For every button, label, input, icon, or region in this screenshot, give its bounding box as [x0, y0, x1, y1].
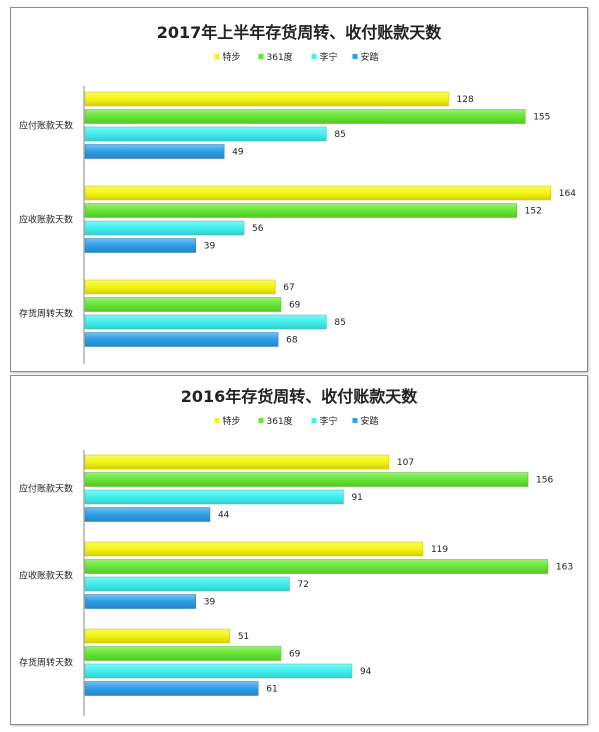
data-label: 119 — [431, 545, 448, 555]
bar — [84, 220, 245, 236]
legend-swatch — [352, 418, 358, 423]
bar-group: 应付账款天数 107 156 91 44 — [19, 454, 553, 522]
legend-item: 李宁 — [311, 415, 338, 427]
data-label: 152 — [525, 207, 542, 217]
legend-label: 361度 — [267, 51, 293, 63]
legend: 特步 361度 李宁 安踏 — [214, 51, 379, 63]
legend-swatch — [214, 418, 220, 423]
bar — [84, 628, 231, 644]
bar — [84, 185, 552, 201]
bar — [84, 663, 353, 679]
data-label: 85 — [334, 318, 345, 328]
legend-item: 安踏 — [352, 415, 379, 427]
legend-swatch — [311, 54, 317, 59]
data-label: 56 — [252, 224, 264, 234]
bar-group: 应收账款天数 119 163 72 39 — [19, 541, 573, 609]
legend-swatch — [258, 54, 264, 59]
bar — [84, 314, 327, 330]
legend-swatch — [311, 418, 317, 423]
bar — [84, 594, 197, 609]
legend-label: 安踏 — [361, 415, 379, 427]
bar-group: 应收账款天数 164 152 56 39 — [19, 185, 576, 253]
data-label: 69 — [289, 301, 301, 311]
data-label: 128 — [457, 95, 474, 105]
category-label: 应收账款天数 — [19, 213, 73, 225]
bar — [84, 238, 197, 253]
data-label: 61 — [266, 685, 277, 695]
data-label: 39 — [204, 598, 216, 608]
legend-label: 李宁 — [320, 415, 338, 427]
data-label: 156 — [536, 476, 553, 486]
data-label: 39 — [204, 242, 216, 252]
bar-group: 存货周转天数 67 69 85 68 — [19, 279, 346, 347]
legend-label: 特步 — [223, 415, 241, 427]
chart-panel-2016: 2016年存货周转、收付账款天数 特步 361度 李宁 安踏应付账款天数 107 156 9… — [10, 375, 588, 725]
bar — [84, 332, 279, 347]
bar — [84, 126, 327, 142]
bar — [84, 507, 211, 522]
category-label: 应付账款天数 — [19, 482, 73, 494]
bar — [84, 541, 424, 557]
legend-swatch — [214, 54, 220, 59]
legend-item: 361度 — [258, 51, 293, 63]
bar — [84, 489, 344, 505]
chart-title: 2017年上半年存货周转、收付账款天数 — [157, 23, 443, 42]
data-label: 69 — [289, 650, 301, 660]
bar — [84, 472, 529, 487]
data-label: 44 — [218, 511, 230, 521]
chart-title: 2016年存货周转、收付账款天数 — [181, 387, 419, 406]
legend-label: 361度 — [267, 415, 293, 427]
data-label: 85 — [334, 130, 345, 140]
category-label: 存货周转天数 — [19, 307, 73, 319]
data-label: 164 — [559, 189, 576, 199]
bar — [84, 109, 526, 124]
data-label: 155 — [533, 113, 550, 123]
data-label: 49 — [232, 148, 244, 158]
legend-item: 安踏 — [352, 51, 379, 63]
data-label: 51 — [238, 632, 249, 642]
bar — [84, 559, 549, 574]
bar — [84, 297, 282, 312]
data-label: 67 — [283, 283, 294, 293]
category-label: 存货周转天数 — [19, 656, 73, 668]
legend-swatch — [352, 54, 358, 59]
bar — [84, 454, 390, 470]
bar — [84, 576, 290, 592]
bar-group: 存货周转天数 51 69 94 61 — [19, 628, 372, 696]
bar-group: 应付账款天数 128 155 85 49 — [19, 91, 550, 159]
bar — [84, 646, 282, 661]
legend-item: 特步 — [214, 51, 241, 63]
legend-label: 特步 — [223, 51, 241, 63]
legend-swatch — [258, 418, 264, 423]
category-label: 应收账款天数 — [19, 569, 73, 581]
data-label: 68 — [286, 336, 298, 346]
legend: 特步 361度 李宁 安踏 — [214, 415, 379, 427]
bar — [84, 203, 517, 218]
category-label: 应付账款天数 — [19, 119, 73, 131]
legend-label: 李宁 — [320, 51, 338, 63]
data-label: 107 — [397, 458, 414, 468]
data-label: 72 — [297, 580, 308, 590]
data-label: 91 — [351, 493, 362, 503]
bar — [84, 681, 259, 696]
chart-panel-2017: 2017年上半年存货周转、收付账款天数 特步 361度 李宁 安踏应付账款天数 128 1… — [10, 7, 588, 372]
bar — [84, 279, 276, 295]
data-label: 94 — [360, 667, 372, 677]
legend-item: 李宁 — [311, 51, 338, 63]
bar — [84, 144, 225, 159]
legend-label: 安踏 — [361, 51, 379, 63]
bar — [84, 91, 449, 107]
data-label: 163 — [556, 563, 573, 573]
legend-item: 361度 — [258, 415, 293, 427]
legend-item: 特步 — [214, 415, 241, 427]
